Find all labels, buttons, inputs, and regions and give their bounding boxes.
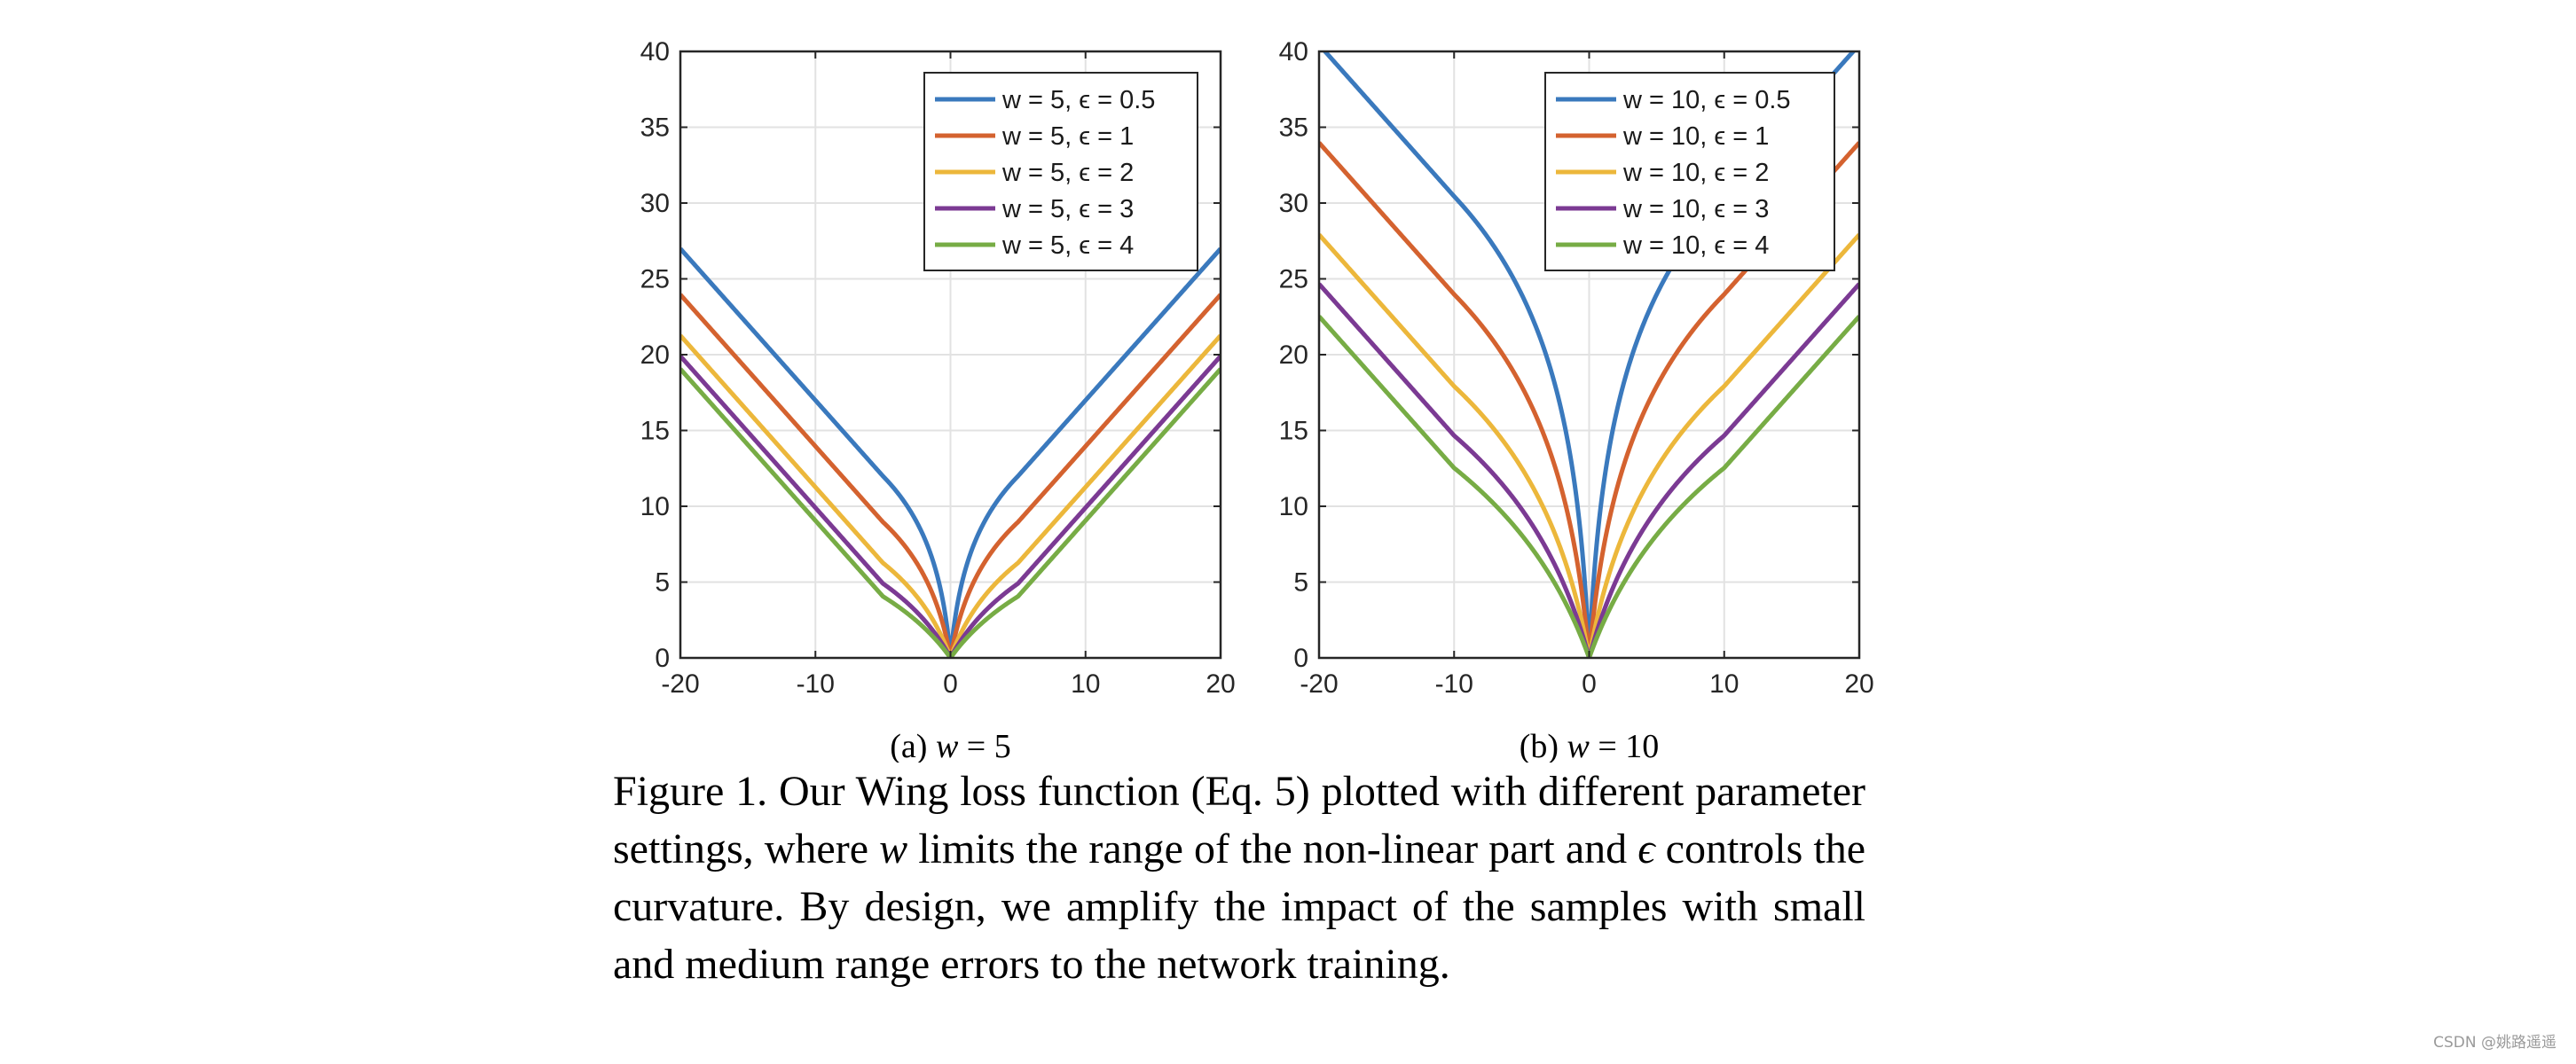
legend-label-2: w = 5, ϵ = 2 — [1001, 159, 1134, 187]
caption-text-1: Figure 1. Our Wing loss function (Eq. 5)… — [613, 768, 1865, 872]
subcaption-label: (a) — [890, 728, 936, 763]
y-tick-label: 20 — [640, 340, 670, 370]
x-tick-label: 20 — [1206, 669, 1235, 699]
legend: w = 5, ϵ = 0.5 w = 5, ϵ = 1 w = 5, ϵ = 2 w … — [923, 72, 1198, 271]
series-line-2 — [680, 333, 1221, 658]
y-tick-label: 40 — [1279, 37, 1308, 66]
chart-panel-b: -20 -10 0 10 20 0 5 10 15 20 25 30 35 40 w = 10, ϵ = 0… — [1279, 37, 1874, 763]
y-tick-label: 25 — [1279, 265, 1308, 294]
y-tick-label: 5 — [655, 568, 670, 598]
x-tick-label: -20 — [661, 669, 699, 699]
y-tick-label: 0 — [1293, 644, 1308, 673]
y-tick-label: 10 — [1279, 492, 1308, 521]
figure-charts: -20 -10 0 10 20 0 5 10 15 20 25 30 35 40 w = 5, ϵ = 0.… — [640, 37, 1874, 763]
y-tick-label: 15 — [640, 417, 670, 446]
subcaption-var: w — [936, 728, 959, 763]
series-line-4 — [1319, 315, 1859, 658]
y-tick-label: 35 — [640, 113, 670, 143]
x-tick-label: 20 — [1844, 669, 1873, 699]
x-tick-label: -10 — [1435, 669, 1473, 699]
caption-text-3: controls the curvature. By design, we am… — [613, 825, 1865, 988]
legend-label-4: w = 5, ϵ = 4 — [1001, 231, 1134, 260]
caption-var-epsilon: ϵ — [1637, 825, 1655, 872]
y-tick-label: 0 — [655, 644, 670, 673]
y-tick-label: 30 — [1279, 189, 1308, 218]
y-tick-label: 5 — [1293, 568, 1308, 598]
series-line-3 — [1319, 282, 1859, 658]
subcaption: (b) w = 10 — [1520, 728, 1660, 763]
watermark: CSDN @姚路遥遥 — [2433, 1034, 2556, 1052]
y-tick-label: 10 — [640, 492, 670, 521]
x-tick-label: 10 — [1071, 669, 1100, 699]
series-line-2 — [1319, 232, 1859, 658]
caption-text-2: limits the range of the non-linear part … — [907, 825, 1638, 872]
caption-var-w: w — [879, 825, 908, 872]
y-tick-label: 15 — [1279, 417, 1308, 446]
legend-label-1: w = 5, ϵ = 1 — [1001, 122, 1134, 151]
x-tick-label: 10 — [1709, 669, 1739, 699]
subcaption-var: w — [1567, 728, 1590, 763]
legend-label-2: w = 10, ϵ = 2 — [1622, 159, 1769, 187]
legend-label-1: w = 10, ϵ = 1 — [1622, 122, 1769, 151]
subcaption-eq: = 5 — [958, 728, 1010, 763]
figure-caption: Figure 1. Our Wing loss function (Eq. 5)… — [613, 763, 1865, 993]
series-line-4 — [680, 367, 1221, 658]
subcaption: (a) w = 5 — [890, 728, 1010, 763]
legend-label-3: w = 5, ϵ = 3 — [1001, 195, 1134, 223]
y-tick-label: 40 — [640, 37, 670, 66]
y-tick-label: 35 — [1279, 113, 1308, 143]
series-line-3 — [680, 354, 1221, 658]
y-tick-label: 30 — [640, 189, 670, 218]
legend-label-0: w = 10, ϵ = 0.5 — [1622, 86, 1791, 114]
x-tick-label: -20 — [1300, 669, 1338, 699]
y-tick-label: 25 — [640, 265, 670, 294]
subcaption-label: (b) — [1520, 728, 1567, 763]
legend-label-4: w = 10, ϵ = 4 — [1622, 231, 1769, 260]
x-tick-label: -10 — [797, 669, 835, 699]
series-line-1 — [680, 293, 1221, 658]
subcaption-eq: = 10 — [1590, 728, 1659, 763]
series-group — [680, 246, 1221, 658]
chart-panel-a: -20 -10 0 10 20 0 5 10 15 20 25 30 35 40 w = 5, ϵ = 0.… — [640, 37, 1236, 763]
legend-label-0: w = 5, ϵ = 0.5 — [1001, 86, 1155, 114]
x-tick-label: 0 — [1582, 669, 1597, 699]
legend: w = 10, ϵ = 0.5 w = 10, ϵ = 1 w = 10, ϵ = … — [1544, 72, 1835, 271]
legend-label-3: w = 10, ϵ = 3 — [1622, 195, 1769, 223]
x-tick-label: 0 — [943, 669, 958, 699]
series-line-0 — [680, 246, 1221, 658]
y-tick-label: 20 — [1279, 340, 1308, 370]
